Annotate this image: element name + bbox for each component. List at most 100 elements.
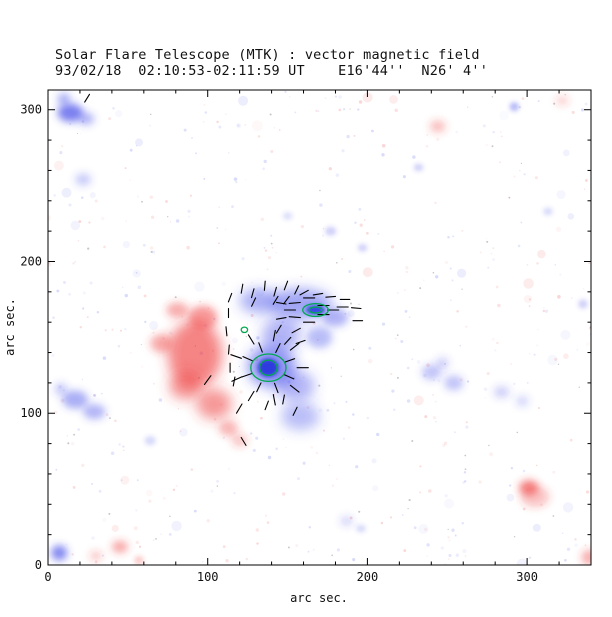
noise-dot [451, 279, 454, 282]
noise-dot [249, 348, 254, 352]
noise-dot [523, 278, 534, 289]
noise-dot [114, 419, 117, 423]
noise-dot [347, 426, 351, 429]
noise-dot [497, 303, 501, 308]
noise-dot [101, 216, 105, 221]
positive-field-blob [169, 372, 202, 400]
noise-dot [537, 249, 546, 259]
noise-dot [432, 416, 437, 420]
vector-arrow [273, 382, 279, 394]
noise-dot [225, 113, 227, 115]
noise-dot [206, 519, 210, 523]
noise-dot [137, 285, 142, 290]
noise-dot [487, 266, 490, 269]
noise-dot [424, 415, 428, 419]
negative-field-blob [421, 364, 441, 380]
noise-dot [576, 348, 579, 351]
noise-dot [244, 124, 246, 126]
noise-dot [482, 124, 486, 128]
noise-dot [574, 538, 577, 541]
vector-field-arrows [84, 93, 364, 446]
noise-dot [312, 548, 315, 551]
noise-dot [294, 111, 297, 114]
noise-dot [105, 413, 109, 417]
noise-dot [324, 97, 327, 99]
vector-arrow [272, 394, 276, 406]
noise-dot [256, 336, 260, 340]
vector-arrow [84, 93, 91, 103]
noise-dot [436, 137, 440, 141]
noise-dot [136, 195, 140, 198]
noise-dot [519, 169, 521, 172]
noise-dot [413, 395, 424, 406]
vector-arrow [203, 375, 212, 385]
negative-field-blob [436, 357, 449, 370]
noise-dot [81, 378, 84, 381]
noise-dot [149, 195, 154, 199]
noise-dot-dark [578, 386, 580, 388]
noise-dot [216, 479, 219, 483]
noise-dot [455, 130, 459, 134]
noise-dot [513, 175, 516, 178]
noise-dot [72, 262, 75, 265]
noise-dot [194, 281, 205, 292]
negative-field-blob [356, 524, 366, 533]
negative-field-blob [282, 212, 293, 220]
noise-dot [165, 200, 168, 203]
noise-dot [447, 235, 450, 239]
vector-arrow [273, 286, 277, 297]
noise-dot-dark [108, 512, 111, 515]
noise-dot [94, 199, 98, 203]
noise-dot-dark [491, 96, 494, 98]
noise-dot [319, 203, 323, 207]
contour-ellipse [308, 306, 323, 314]
vector-arrow [247, 334, 255, 345]
noise-dot [142, 243, 146, 247]
noise-dot [352, 558, 356, 562]
noise-dot [492, 247, 495, 249]
noise-dot [55, 468, 58, 471]
noise-dot [517, 244, 521, 248]
noise-dot [584, 544, 587, 546]
noise-dot [300, 275, 303, 278]
noise-dot [273, 126, 276, 129]
noise-dot [112, 107, 115, 110]
noise-dot [499, 161, 501, 164]
noise-dot [218, 125, 222, 129]
noise-dot [574, 543, 578, 547]
noise-dot [264, 514, 268, 517]
noise-dot-dark [232, 370, 235, 373]
noise-dot [585, 179, 588, 182]
noise-dot [559, 273, 562, 276]
noise-dot-dark [557, 363, 560, 365]
noise-dot [246, 323, 248, 325]
noise-dot [172, 488, 176, 491]
noise-dot [355, 465, 359, 469]
noise-dot [68, 292, 71, 296]
noise-dot [345, 400, 348, 403]
noise-dot [432, 393, 435, 396]
noise-dot-dark [411, 440, 414, 442]
noise-dot [111, 524, 119, 532]
noise-dot [135, 271, 138, 274]
noise-dot [48, 215, 52, 221]
noise-dot [162, 496, 166, 500]
noise-dot [447, 536, 450, 539]
noise-dot [216, 120, 219, 124]
noise-dot [122, 240, 130, 249]
noise-dot [133, 526, 138, 531]
noise-dot-dark [407, 508, 409, 510]
noise-dot [233, 177, 238, 181]
noise-dot [245, 557, 249, 561]
noise-dot-dark [564, 94, 566, 96]
noise-dot [334, 95, 337, 98]
noise-dot [376, 432, 380, 437]
noise-dot [508, 484, 512, 487]
noise-dot [389, 95, 398, 104]
noise-dot [455, 553, 460, 557]
y-axis-label: arc sec. [3, 298, 17, 356]
noise-dot [404, 310, 408, 313]
noise-dot [110, 451, 115, 456]
noise-dot [149, 124, 152, 127]
noise-dot [457, 268, 467, 278]
